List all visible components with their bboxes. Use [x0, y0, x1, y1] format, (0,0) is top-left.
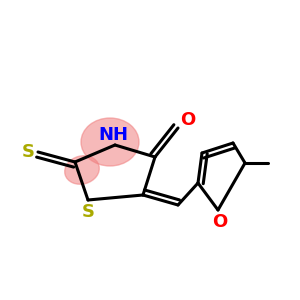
Ellipse shape [81, 118, 139, 166]
Text: S: S [22, 143, 34, 161]
Text: O: O [212, 213, 228, 231]
Text: NH: NH [98, 126, 128, 144]
Ellipse shape [65, 156, 99, 184]
Text: S: S [82, 203, 94, 221]
Text: O: O [180, 111, 196, 129]
